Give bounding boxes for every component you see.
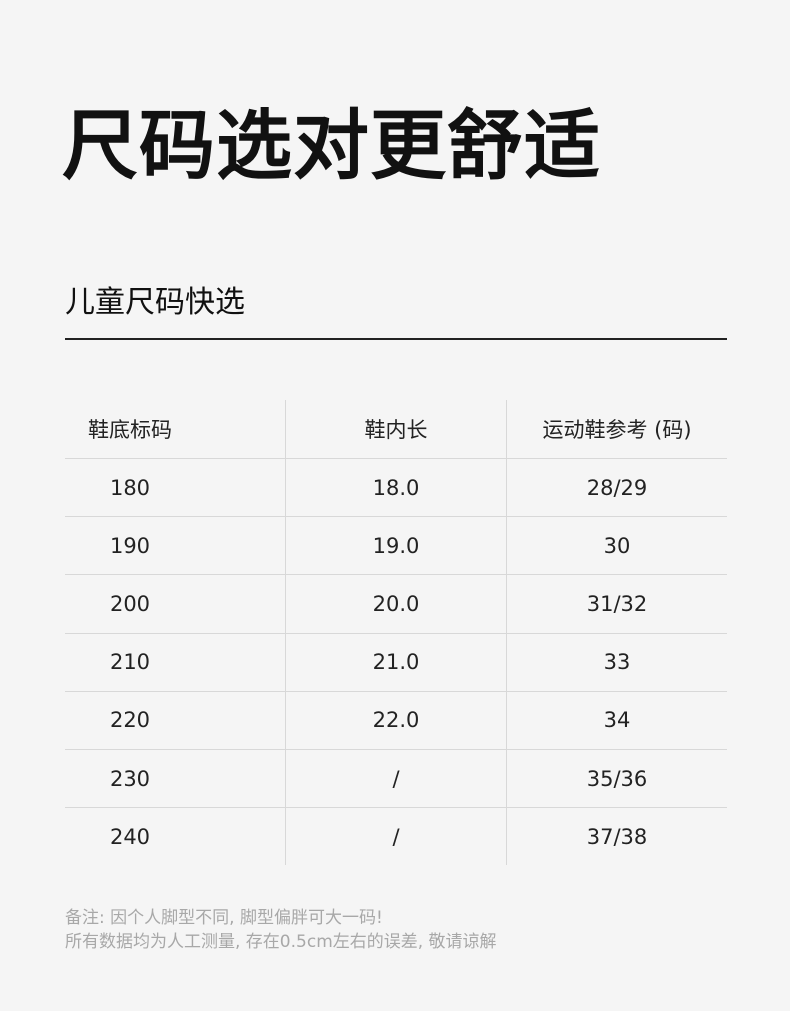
size-table: 鞋底标码 鞋内长 运动鞋参考 (码) 180 18.0 28/29 190 19.0 30… bbox=[65, 400, 727, 866]
footnote-line-2: 所有数据均为人工测量, 存在0.5cm左右的误差, 敬请谅解 bbox=[65, 932, 497, 952]
page-title: 尺码选对更舒适 bbox=[62, 101, 601, 190]
inner-length-cell: 19.0 bbox=[285, 517, 507, 575]
header-sole-size: 鞋底标码 bbox=[88, 418, 172, 442]
footnote: 备注: 因个人脚型不同, 脚型偏胖可大一码! 所有数据均为人工测量, 存在0.5… bbox=[65, 906, 497, 954]
table-row: 200 20.0 31/32 bbox=[65, 575, 727, 634]
sole-size-cell: 200 bbox=[109, 591, 151, 616]
table-row: 240 / 37/38 bbox=[65, 808, 727, 866]
sneaker-ref-cell: 28/29 bbox=[586, 475, 648, 500]
divider bbox=[65, 338, 727, 340]
inner-length-cell: 18.0 bbox=[285, 459, 507, 517]
table-row: 220 22.0 34 bbox=[65, 691, 727, 750]
sole-size-cell: 180 bbox=[109, 475, 151, 500]
table-header-row: 鞋底标码 鞋内长 运动鞋参考 (码) bbox=[65, 400, 727, 459]
inner-length-cell: / bbox=[285, 749, 507, 808]
header-inner-length: 鞋内长 bbox=[285, 400, 507, 458]
inner-length-cell: / bbox=[285, 808, 507, 866]
sole-size-cell: 230 bbox=[109, 766, 151, 791]
table-row: 180 18.0 28/29 bbox=[65, 459, 727, 518]
table-row: 190 19.0 30 bbox=[65, 517, 727, 576]
sneaker-ref-cell: 30 bbox=[603, 533, 631, 558]
inner-length-cell: 20.0 bbox=[285, 575, 507, 633]
sneaker-ref-cell: 33 bbox=[603, 650, 631, 675]
table-row: 210 21.0 33 bbox=[65, 633, 727, 692]
inner-length-cell: 21.0 bbox=[285, 633, 507, 691]
sneaker-ref-cell: 34 bbox=[603, 708, 631, 733]
sole-size-cell: 240 bbox=[109, 824, 151, 849]
sole-size-cell: 210 bbox=[109, 650, 151, 675]
sneaker-ref-cell: 37/38 bbox=[586, 824, 648, 849]
sole-size-cell: 190 bbox=[109, 533, 151, 558]
footnote-line-1: 备注: 因个人脚型不同, 脚型偏胖可大一码! bbox=[65, 908, 383, 928]
inner-length-cell: 22.0 bbox=[285, 691, 507, 749]
sneaker-ref-cell: 35/36 bbox=[586, 766, 648, 791]
sole-size-cell: 220 bbox=[109, 708, 151, 733]
table-row: 230 / 35/36 bbox=[65, 749, 727, 809]
header-sneaker-ref: 运动鞋参考 (码) bbox=[542, 418, 692, 442]
sneaker-ref-cell: 31/32 bbox=[586, 591, 648, 616]
section-subtitle: 儿童尺码快选 bbox=[65, 285, 245, 320]
